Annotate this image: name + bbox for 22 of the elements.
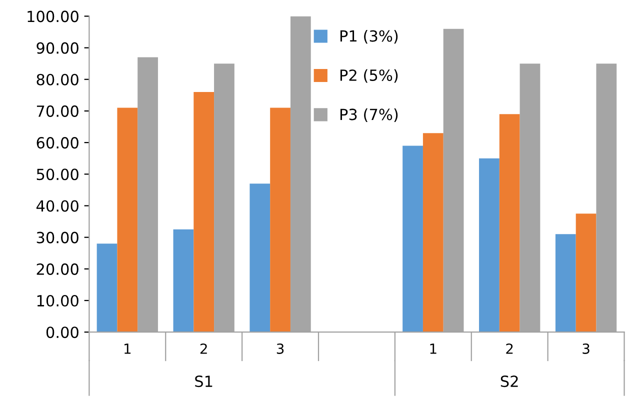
legend-label: P2 (5%) [340,69,398,83]
legend-label: P3 (7%) [340,108,398,122]
y-tick-label: 50.00 [36,168,78,180]
x-tick-label: 3 [276,343,284,354]
y-tick-label: 40.00 [36,200,78,212]
y-tick-label: 70.00 [36,105,78,117]
x-tick-label: 2 [200,343,207,354]
y-tick-label: 80.00 [36,74,78,86]
y-tick-label: 60.00 [36,137,78,149]
y-tick-label: 100.00 [28,10,78,22]
y-tick-label: 0.00 [46,326,78,338]
y-tick-label: 90.00 [36,42,78,54]
x-tick-label: 1 [124,344,131,354]
legend-label: P1 (3%) [340,30,398,44]
x-tick-label: 3 [582,343,590,354]
y-tick-label: 30.00 [36,232,78,244]
y-tick-label: 20.00 [36,263,78,275]
text: S1 [195,376,212,388]
x-tick-label: 2 [506,343,513,354]
x-tick-label: 1 [430,344,436,354]
text: S2 [500,376,518,388]
y-tick-label: 10.00 [37,294,78,307]
